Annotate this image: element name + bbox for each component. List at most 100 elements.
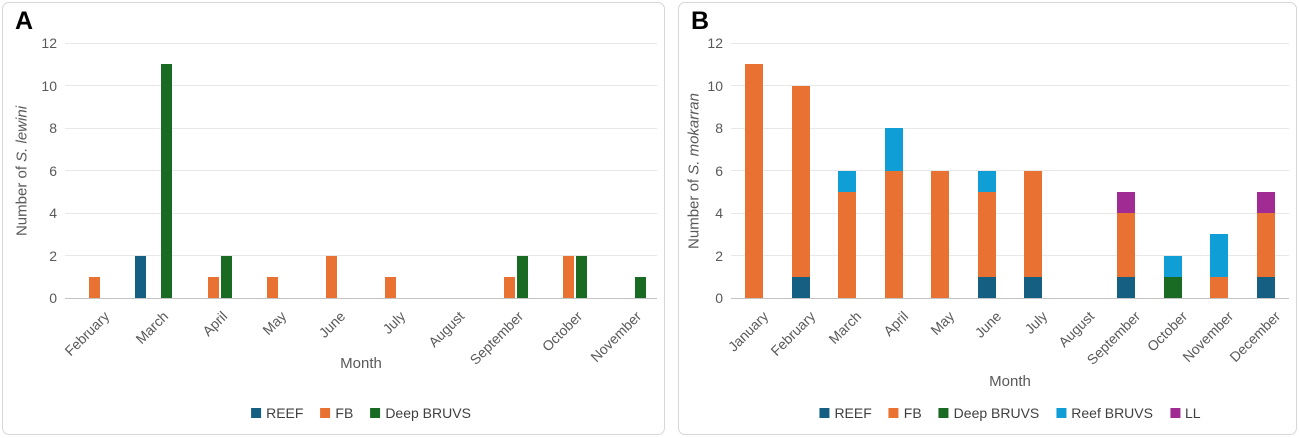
bar-segment-b-december-fb: [1256, 213, 1275, 277]
x-tick-label-a-june: June: [315, 308, 349, 341]
legend-label: FB: [903, 405, 922, 421]
bar-a-march-reef: [135, 255, 147, 298]
legend-label: Reef BRUVS: [1071, 405, 1153, 421]
y-axis-title-species: S. mokarran: [685, 92, 703, 175]
panel-b-label: B: [691, 7, 710, 35]
legend-label: REEF: [266, 405, 304, 421]
bar-a-september-fb: [503, 276, 515, 298]
legend-a: REEF FB Deep BRUVS: [251, 405, 471, 421]
bar-segment-b-february-fb: [791, 85, 810, 277]
legend-label: REEF: [834, 405, 872, 421]
x-tick-label-a-march: March: [132, 308, 172, 347]
y-tick-label-a-12: 12: [41, 35, 57, 51]
bar-segment-b-july-fb: [1024, 170, 1043, 277]
x-tick-label-b-april: April: [879, 308, 912, 340]
y-axis-title-b: Number of S. mokarran: [686, 93, 703, 249]
x-tick-label-a-february: February: [60, 308, 112, 359]
x-tick-label-a-august: August: [424, 308, 468, 351]
x-axis-title-b: Month: [989, 373, 1031, 390]
bar-segment-b-february-reef: [791, 276, 810, 298]
bar-a-june-fb: [325, 255, 337, 298]
legend-item-fb: FB: [888, 405, 922, 421]
legend-label: Deep BRUVS: [385, 405, 471, 421]
gridline-a-4: [65, 212, 657, 214]
y-tick-label-a-10: 10: [41, 77, 57, 94]
y-tick-label-b-4: 4: [715, 205, 723, 221]
legend-swatch-icon: [819, 408, 830, 418]
y-tick-label-b-8: 8: [715, 120, 723, 136]
y-tick-label-a-4: 4: [49, 205, 57, 221]
legend-swatch-icon: [938, 408, 949, 418]
bar-segment-b-november-fb: [1210, 276, 1229, 298]
x-tick-label-a-october: October: [538, 308, 586, 355]
bar-segment-b-july-reef: [1024, 276, 1043, 298]
bar-a-november-deep-bruvs: [634, 276, 646, 298]
bar-a-may-fb: [266, 276, 278, 298]
y-tick-label-a-2: 2: [49, 247, 57, 264]
legend-swatch-icon: [370, 408, 381, 418]
gridline-b-2: [731, 255, 1289, 256]
gridline-b-0: [731, 297, 1289, 299]
gridline-a-0: [65, 297, 657, 299]
x-tick-label-a-september: September: [466, 308, 527, 368]
bar-a-february-fb: [89, 276, 101, 298]
x-tick-label-b-august: August: [1054, 308, 1098, 351]
bar-segment-b-october-reef-bruvs: [1163, 255, 1182, 277]
gridline-a-6: [65, 170, 657, 171]
bar-segment-b-november-reef-bruvs: [1210, 234, 1229, 277]
legend-b: REEF FB Deep BRUVS Reef BRUVS LL: [819, 405, 1201, 421]
bar-a-september-deep-bruvs: [516, 255, 528, 298]
legend-swatch-icon: [1169, 408, 1180, 418]
x-tick-label-b-march: March: [825, 308, 865, 347]
bar-a-april-deep-bruvs: [220, 255, 232, 298]
y-tick-label-b-12: 12: [707, 35, 723, 51]
panel-b: B 0 2 4 6 8 10 12 Number of S. mokarran January F…: [678, 2, 1297, 435]
gridline-a-2: [65, 255, 657, 256]
x-tick-label-b-february: February: [767, 308, 819, 359]
gridline-b-6: [731, 170, 1289, 171]
legend-item-reef: REEF: [819, 405, 872, 421]
bar-segment-b-january-fb: [745, 64, 764, 298]
y-tick-label-b-6: 6: [715, 162, 723, 179]
x-tick-label-a-may: May: [259, 308, 290, 339]
bar-segment-b-march-fb: [838, 191, 857, 298]
bar-segment-b-april-reef-bruvs: [884, 128, 903, 171]
x-tick-label-b-june: June: [971, 308, 1005, 341]
bar-segment-b-june-reef-bruvs: [977, 170, 996, 192]
legend-item-reef: REEF: [251, 405, 303, 421]
x-tick-label-a-november: November: [587, 308, 645, 365]
legend-label: Deep BRUVS: [953, 405, 1040, 421]
y-axis-title-a: Number of S. lewini: [14, 105, 31, 235]
x-tick-label-b-may: May: [927, 308, 958, 339]
y-tick-label-a-6: 6: [49, 162, 57, 179]
bar-segment-b-may-fb: [931, 170, 950, 298]
legend-swatch-icon: [251, 408, 262, 418]
y-axis-title-prefix: Number of: [13, 161, 31, 236]
legend-item-ll: LL: [1169, 405, 1201, 421]
gridline-a-10: [65, 85, 657, 86]
x-tick-label-a-april: April: [199, 308, 231, 340]
gridline-a-12: [65, 42, 657, 44]
x-tick-label-b-july: July: [1021, 308, 1051, 337]
gridline-a-8: [65, 127, 657, 129]
legend-item-deep-bruvs: Deep BRUVS: [370, 405, 471, 421]
legend-swatch-icon: [1056, 408, 1067, 418]
legend-item-reef-bruvs: Reef BRUVS: [1056, 405, 1153, 421]
gridline-b-4: [731, 212, 1289, 214]
bar-segment-b-september-reef: [1117, 276, 1136, 298]
bar-segment-b-december-reef: [1256, 276, 1275, 298]
x-tick-label-b-january: January: [725, 308, 772, 355]
y-tick-label-b-0: 0: [715, 290, 723, 306]
bar-segment-b-march-reef-bruvs: [838, 170, 857, 192]
y-tick-label-b-2: 2: [715, 247, 723, 264]
y-tick-label-a-0: 0: [49, 290, 57, 306]
legend-swatch-icon: [320, 408, 331, 418]
bar-a-april-fb: [207, 276, 219, 298]
bar-segment-b-september-ll: [1117, 191, 1136, 213]
bar-segment-b-april-fb: [884, 170, 903, 298]
bar-a-october-deep-bruvs: [575, 255, 587, 298]
y-axis-title-species: S. lewini: [13, 105, 31, 162]
legend-item-fb: FB: [320, 405, 353, 421]
gridline-b-12: [731, 42, 1289, 44]
bar-segment-b-june-reef: [977, 276, 996, 298]
